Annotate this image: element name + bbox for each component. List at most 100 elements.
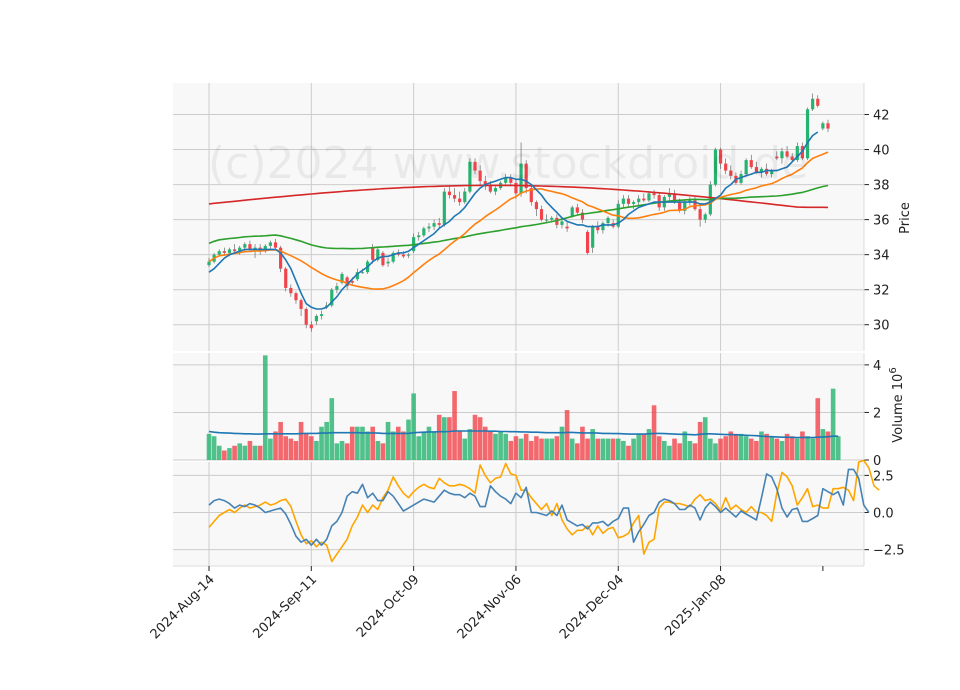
volume-bar	[360, 426, 365, 460]
candle-down	[749, 160, 753, 168]
price-y-tick-label: 36	[873, 214, 890, 229]
candle-down	[232, 249, 237, 252]
volume-bar	[534, 436, 539, 460]
candle-down	[534, 202, 538, 210]
candle-up	[591, 226, 595, 248]
volume-bar	[467, 429, 473, 460]
volume-bar	[559, 426, 565, 460]
candle-up	[238, 247, 242, 252]
price-y-tick-label: 40	[873, 144, 890, 159]
volume-bar	[498, 431, 503, 460]
candle-up	[759, 168, 764, 173]
candle-down	[304, 308, 308, 325]
volume-bar	[370, 426, 376, 460]
volume-bar	[416, 436, 422, 460]
price-y-tick-label: 32	[873, 284, 890, 299]
x-tick-label: 2024-Aug-14	[148, 572, 218, 642]
candle-up	[391, 252, 395, 262]
volume-bar	[334, 443, 340, 460]
volume-bar	[646, 429, 652, 460]
candle-up	[811, 98, 815, 110]
candle-down	[345, 277, 349, 287]
volume-bar	[508, 440, 514, 460]
volume-bar	[810, 438, 815, 460]
volume-bar	[222, 450, 227, 460]
candle-up	[406, 254, 411, 256]
volume-bar	[380, 443, 386, 460]
candle-up	[632, 202, 636, 204]
candle-up	[519, 163, 523, 194]
volume-ma-line	[208, 430, 839, 439]
volume-bar	[600, 438, 606, 460]
ma-mid-line	[208, 151, 829, 290]
watermark-text: (c)2024 www.stockdroid.de	[208, 138, 808, 189]
x-tick-label: 2024-Sep-11	[250, 572, 320, 642]
candle-up	[821, 123, 825, 129]
candle-up	[427, 226, 431, 229]
candle-up	[683, 202, 687, 211]
volume-bar	[708, 438, 713, 460]
price-y-tick-label: 34	[873, 249, 890, 264]
candle-down	[248, 244, 252, 250]
volume-bar	[211, 436, 217, 460]
volume-bar	[631, 438, 636, 460]
volume-bar	[472, 414, 478, 460]
volume-bar	[769, 436, 775, 460]
candle-down	[775, 156, 779, 159]
candle-down	[652, 193, 656, 196]
volume-bar	[452, 391, 457, 460]
volume-bar	[324, 421, 329, 460]
candle-down	[826, 123, 830, 129]
volume-bar	[227, 448, 232, 460]
candle-up	[780, 151, 784, 159]
volume-bar	[743, 436, 749, 460]
candle-up	[319, 314, 324, 316]
candle-down	[754, 167, 758, 173]
osc-series-a-line	[208, 468, 870, 547]
candle-down	[294, 293, 298, 301]
candle-up	[770, 170, 774, 175]
volume-bar	[329, 398, 335, 460]
candle-down	[289, 287, 293, 294]
x-tick-label: 2025-Jan-08	[662, 572, 729, 639]
volume-bar	[795, 438, 800, 460]
volume-bar	[493, 433, 498, 460]
volume-bar	[349, 426, 355, 460]
candle-up	[606, 217, 610, 224]
volume-bar	[268, 438, 273, 460]
volume-bar	[257, 445, 263, 460]
volume-bar	[262, 355, 268, 460]
price-y-tick-label: 38	[873, 179, 890, 194]
candle-down	[575, 207, 579, 213]
volume-bar	[375, 440, 381, 460]
candle-up	[335, 286, 339, 290]
candle-up	[207, 261, 211, 266]
volume-bar	[733, 433, 739, 460]
volume-bar	[488, 431, 493, 460]
volume-bar	[554, 436, 560, 460]
candle-up	[744, 160, 748, 175]
x-axis: 2024-Aug-14 2024-Sep-11 2024-Oct-09 2024-No…	[148, 565, 864, 642]
volume-bar	[754, 440, 759, 460]
volume-bar	[421, 431, 427, 460]
candle-up	[560, 221, 564, 225]
candle-down	[284, 268, 288, 288]
candle-up	[647, 193, 651, 201]
price-panel-background	[173, 83, 864, 351]
volume-bar	[759, 431, 764, 460]
volume-bar	[426, 426, 432, 460]
volume-axis-label: Volume 106	[888, 367, 906, 442]
candle-up	[263, 245, 267, 252]
candle-up	[463, 191, 467, 203]
candle-down	[678, 202, 682, 211]
candle-up	[805, 109, 810, 159]
candle-down	[437, 223, 441, 225]
candle-down	[724, 163, 728, 171]
candle-down	[488, 184, 492, 192]
volume-bar	[774, 438, 780, 460]
volume-bar	[339, 440, 345, 460]
osc-series-b-line	[208, 459, 880, 563]
volume-bar	[544, 438, 549, 460]
candle-down	[309, 324, 313, 329]
